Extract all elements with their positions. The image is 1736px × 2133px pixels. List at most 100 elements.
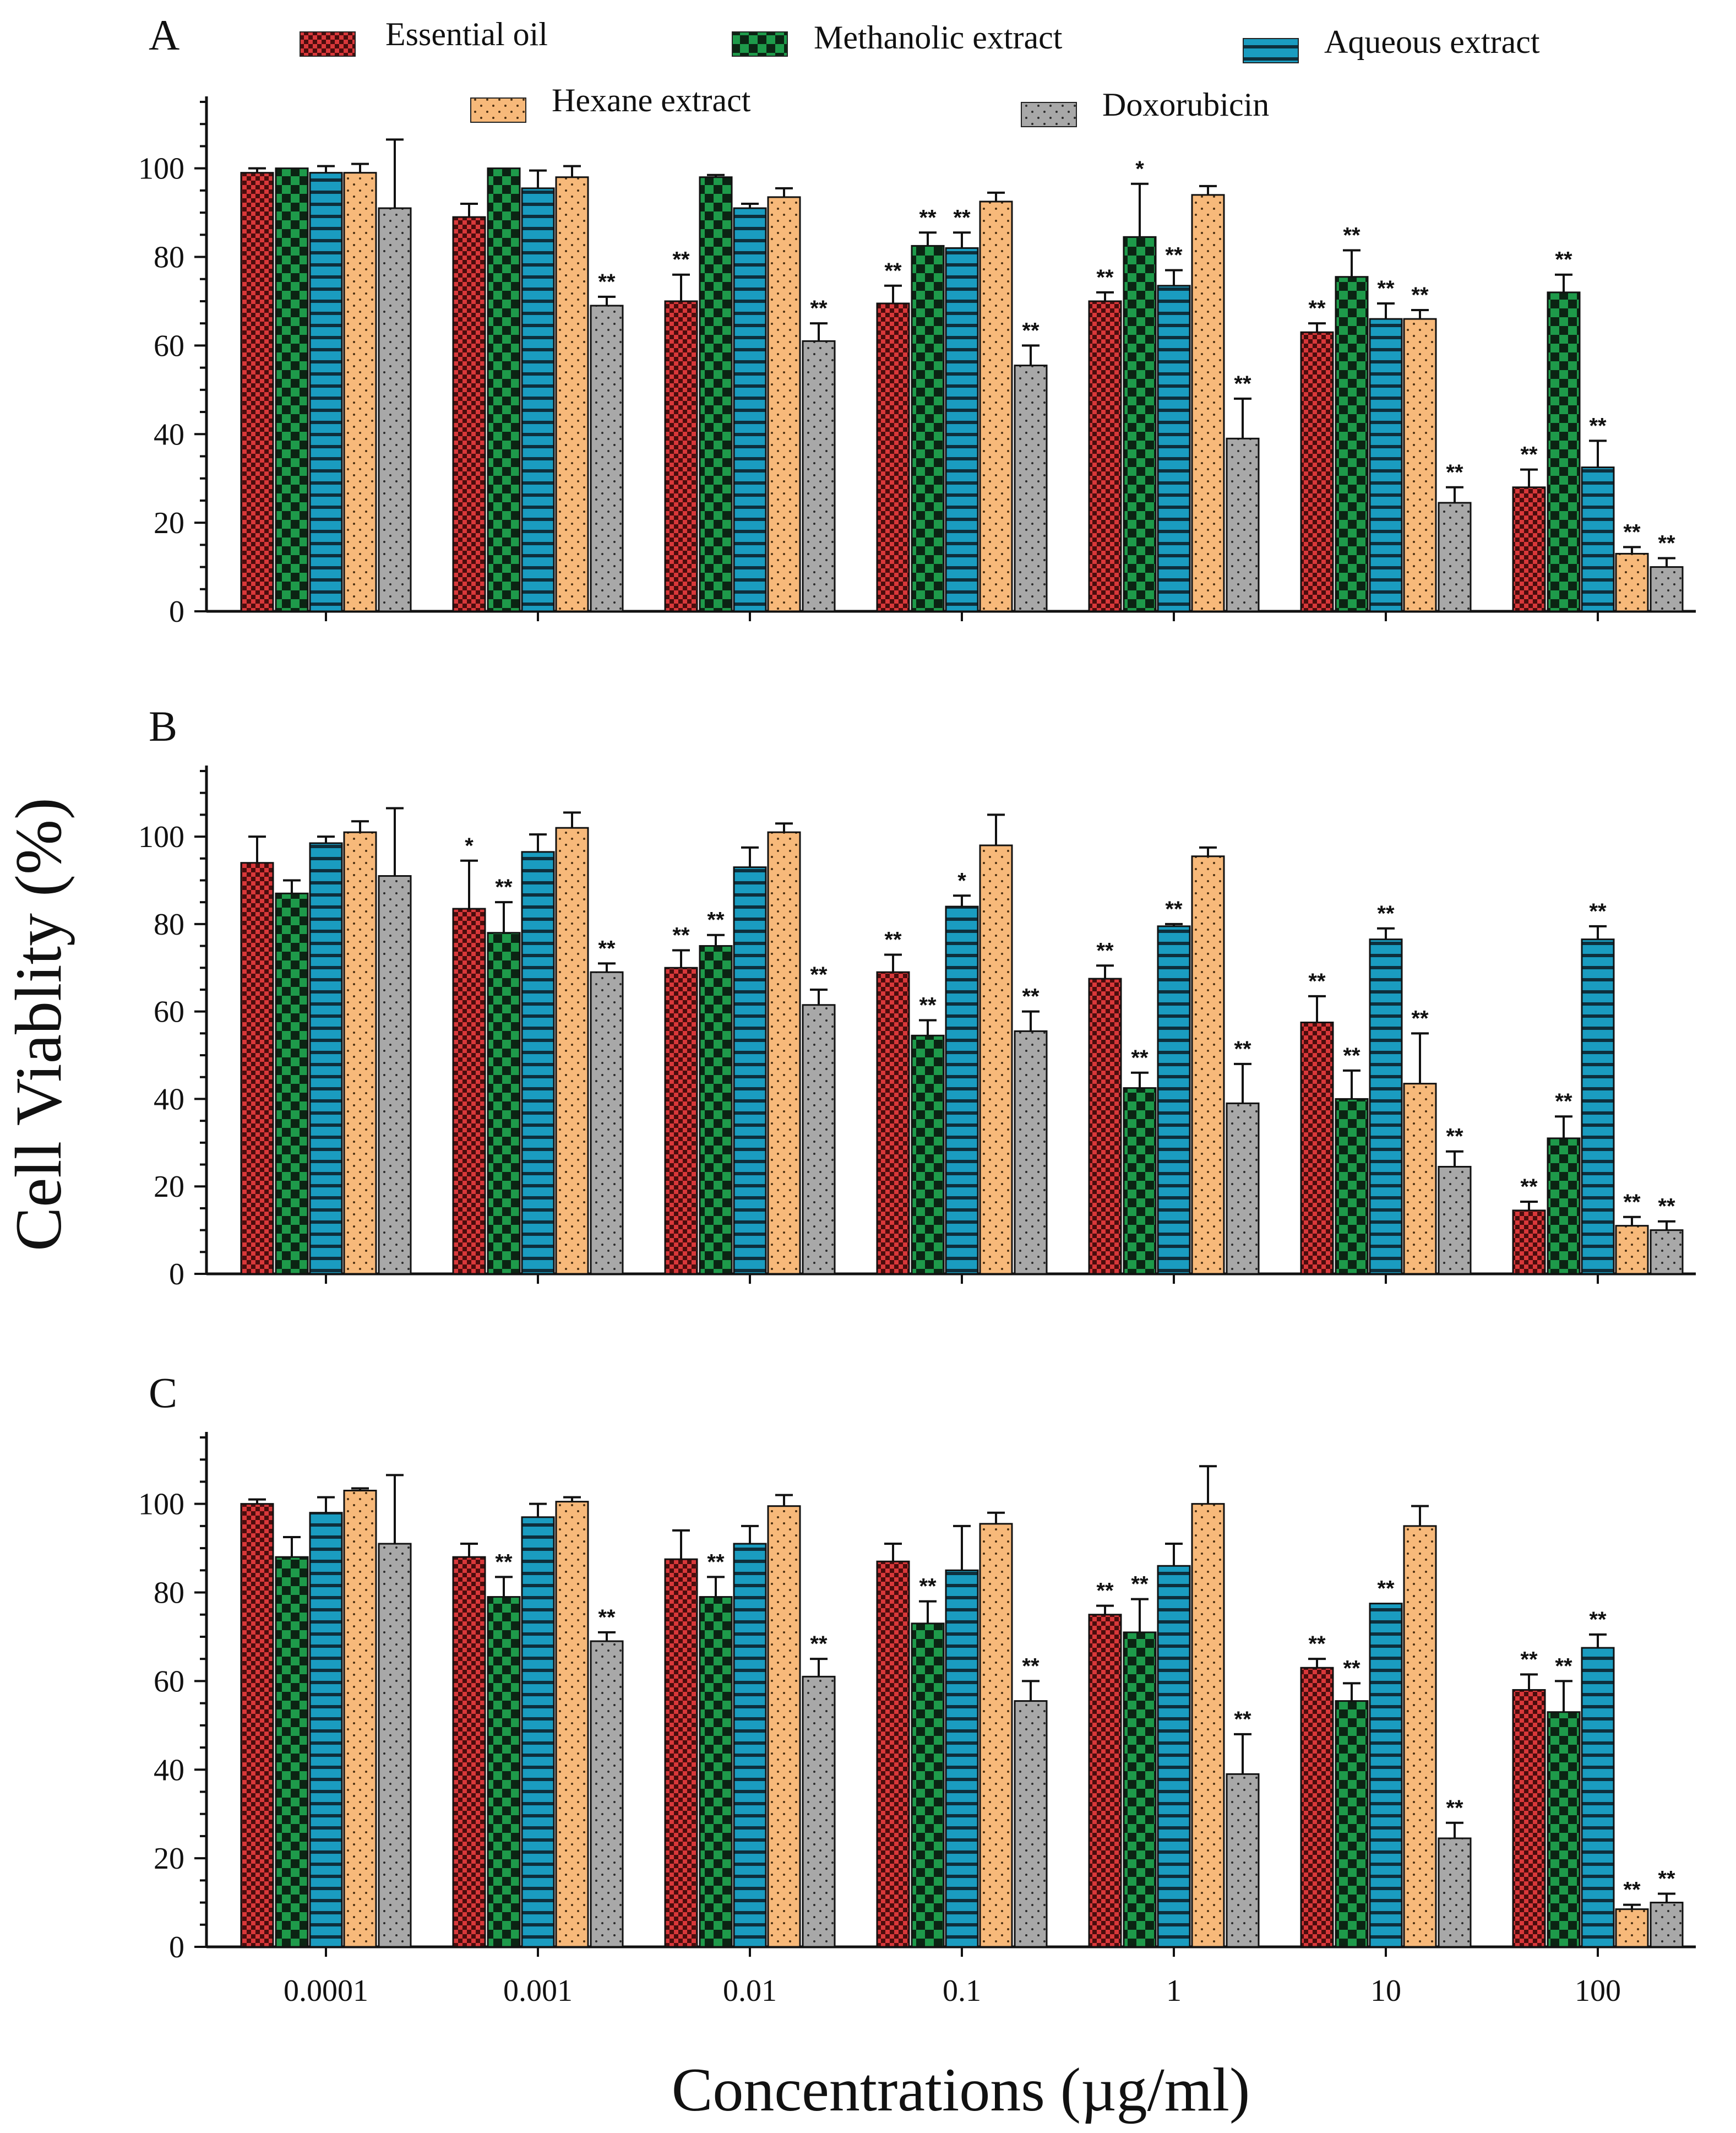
legend-label-2: Aqueous extract <box>1324 24 1540 60</box>
series-C-4: ** ** ** ** ** ** <box>378 1474 1684 1948</box>
legend-item-2: Aqueous extract <box>1243 24 1540 63</box>
bar-B-0-1 <box>452 908 486 1275</box>
x-tick-label-0: 0.0001 <box>284 1974 368 2008</box>
significance-A-1-5: ** <box>1343 223 1360 247</box>
y-tick-label-C-80: 80 <box>154 1576 184 1610</box>
bar-B-2-5 <box>1369 938 1403 1275</box>
series-A-4: ** ** ** ** ** ** <box>378 138 1684 612</box>
panel-label-A: A <box>149 11 179 59</box>
significance-A-2-6: ** <box>1589 414 1607 438</box>
bar-B-3-4 <box>1191 855 1225 1275</box>
legend-swatch-4 <box>1021 102 1077 127</box>
significance-A-4-4: ** <box>1234 372 1251 396</box>
significance-B-4-5: ** <box>1446 1125 1463 1149</box>
series-B-2: *** ** ** <box>309 833 1615 1275</box>
bar-A-3-6 <box>1615 552 1649 612</box>
series-B-3: **** <box>343 811 1649 1275</box>
significance-A-0-5: ** <box>1308 296 1326 321</box>
bar-C-4-3 <box>1014 1700 1048 1948</box>
panel-label-B: B <box>149 702 177 750</box>
bar-B-4-6 <box>1650 1229 1684 1275</box>
significance-A-0-3: ** <box>884 259 902 283</box>
significance-B-0-1: * <box>465 834 474 858</box>
x-tick-label-4: 1 <box>1166 1974 1182 2008</box>
significance-C-2-6: ** <box>1589 1608 1607 1632</box>
bar-B-2-6 <box>1581 938 1615 1275</box>
bar-B-1-0 <box>275 892 309 1275</box>
bar-A-0-3 <box>876 302 910 612</box>
y-tick-label-B-0: 0 <box>169 1257 184 1291</box>
bar-C-1-4 <box>1123 1631 1157 1948</box>
significance-A-4-2: ** <box>810 296 828 321</box>
bar-B-3-3 <box>979 844 1013 1275</box>
significance-A-1-4: * <box>1135 157 1144 181</box>
bar-B-2-1 <box>521 851 555 1275</box>
significance-B-4-3: ** <box>1022 985 1040 1009</box>
significance-A-4-5: ** <box>1446 460 1463 485</box>
legend-swatch-3 <box>470 97 526 123</box>
significance-B-2-5: ** <box>1377 902 1395 926</box>
series-C-2: ** ** <box>309 1496 1615 1948</box>
bar-C-1-5 <box>1335 1700 1369 1948</box>
bar-C-0-2 <box>664 1558 698 1948</box>
significance-C-0-4: ** <box>1096 1579 1114 1603</box>
legend: Essential oil Methanolic extract Aqueous e… <box>300 16 1540 127</box>
bar-A-0-6 <box>1512 486 1546 612</box>
bar-A-1-3 <box>911 245 945 612</box>
bar-A-2-1 <box>521 187 555 612</box>
bar-C-4-4 <box>1226 1773 1260 1948</box>
bar-B-3-6 <box>1615 1225 1649 1275</box>
significance-B-4-6: ** <box>1658 1195 1675 1219</box>
bar-A-1-6 <box>1547 291 1581 612</box>
significance-B-0-4: ** <box>1096 938 1114 963</box>
bar-B-0-0 <box>240 862 274 1275</box>
significance-B-0-5: ** <box>1308 969 1326 994</box>
bar-C-1-6 <box>1547 1711 1581 1948</box>
bar-B-0-4 <box>1088 978 1122 1275</box>
significance-A-2-3: ** <box>953 205 971 230</box>
bar-C-2-2 <box>733 1543 767 1948</box>
bar-A-0-1 <box>452 216 486 612</box>
series-C-1: ** ** ** ** ** ** <box>275 1535 1581 1948</box>
series-A-0: ** ** ** ** ** <box>240 167 1546 612</box>
bar-A-2-0 <box>309 172 343 612</box>
y-tick-label-A-60: 60 <box>154 329 184 363</box>
significance-B-1-6: ** <box>1555 1089 1572 1114</box>
bar-C-1-2 <box>699 1596 733 1948</box>
legend-item-3: Hexane extract <box>470 82 751 123</box>
y-axis-title: Cell Viablity (%) <box>2 797 75 1251</box>
significance-B-4-1: ** <box>598 936 616 960</box>
significance-B-3-6: ** <box>1623 1190 1641 1214</box>
significance-A-3-6: ** <box>1623 520 1641 544</box>
bar-B-0-5 <box>1300 1022 1334 1275</box>
significance-C-4-5: ** <box>1446 1796 1463 1820</box>
bar-A-2-2 <box>733 207 767 612</box>
bar-B-4-0 <box>378 875 412 1275</box>
bar-A-3-2 <box>767 196 801 612</box>
y-tick-label-C-0: 0 <box>169 1930 184 1964</box>
y-tick-label-C-100: 100 <box>138 1488 184 1522</box>
bar-C-3-2 <box>767 1505 801 1948</box>
bar-C-3-5 <box>1403 1525 1437 1948</box>
bar-A-2-4 <box>1157 285 1191 612</box>
bar-A-4-4 <box>1226 437 1260 612</box>
significance-A-2-4: ** <box>1165 243 1183 268</box>
bar-A-2-5 <box>1369 318 1403 612</box>
bar-A-0-0 <box>240 172 274 612</box>
bar-B-2-4 <box>1157 925 1191 1275</box>
bar-A-0-5 <box>1300 331 1334 612</box>
bar-C-4-0 <box>378 1543 412 1948</box>
bar-C-4-1 <box>590 1640 624 1948</box>
bar-A-1-0 <box>275 167 309 612</box>
bar-C-2-5 <box>1369 1603 1403 1948</box>
significance-B-2-3: * <box>957 869 966 893</box>
significance-B-2-6: ** <box>1589 899 1607 924</box>
significance-C-4-1: ** <box>598 1605 616 1630</box>
bar-C-3-4 <box>1191 1503 1225 1948</box>
bar-B-3-0 <box>343 831 377 1275</box>
bar-B-0-2 <box>664 967 698 1275</box>
bar-A-2-3 <box>945 247 979 612</box>
legend-item-1: Methanolic extract <box>732 19 1063 57</box>
bar-A-4-0 <box>378 207 412 612</box>
